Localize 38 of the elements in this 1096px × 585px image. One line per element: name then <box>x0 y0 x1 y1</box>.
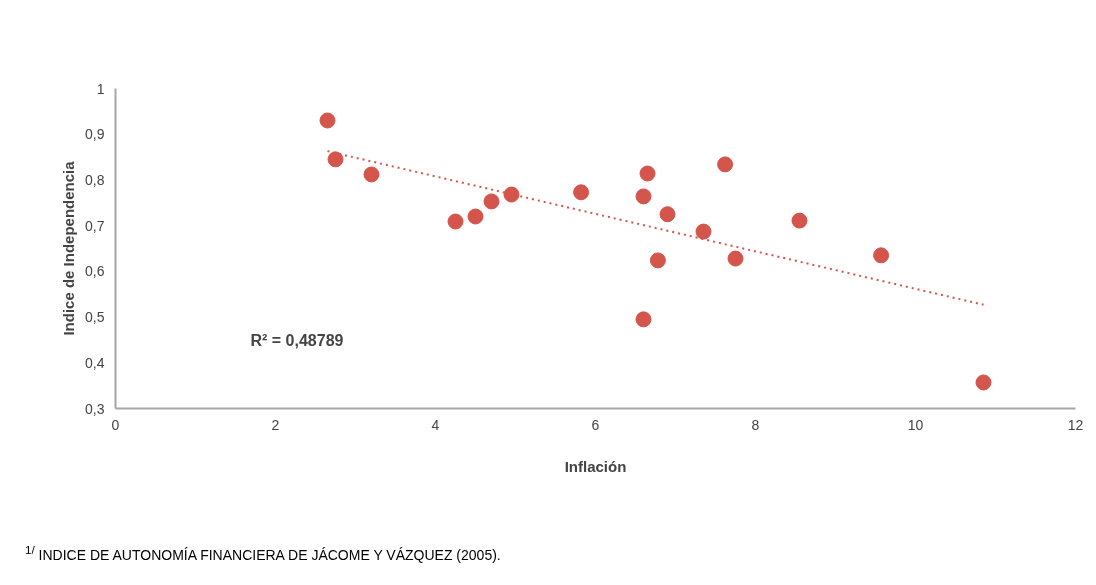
point <box>635 188 652 205</box>
text: $^{1/}$ INDICE DE AUTONOMÍA FINANCIERA DE JÁCOME Y VÁZQUEZ (2005). <box>25 542 501 565</box>
x-tick-label: 2 <box>271 416 280 433</box>
point <box>639 165 656 182</box>
point <box>573 184 590 201</box>
annotation: R² = 0,48789 <box>250 331 344 349</box>
x-tick-label: 10 <box>907 416 924 433</box>
point <box>447 213 464 230</box>
y-tick-label: 0,3 <box>85 400 105 417</box>
y-tick-label: 0,8 <box>85 171 105 188</box>
y-axis-title: Indice de Independencia <box>60 160 78 336</box>
y-tick-label: 0,5 <box>85 309 105 326</box>
point <box>363 166 380 183</box>
point <box>327 151 344 168</box>
y-tick-label: 1 <box>96 80 105 97</box>
point <box>873 247 890 264</box>
y-tick-label: 0,9 <box>85 126 105 143</box>
x-tick-label: 4 <box>431 416 440 433</box>
point <box>695 223 712 240</box>
point <box>649 252 666 269</box>
point <box>483 193 500 210</box>
x-axis-title: Inflación <box>564 457 627 475</box>
point <box>319 112 336 129</box>
point <box>791 212 808 229</box>
point <box>503 186 520 203</box>
x-tick-label: 6 <box>591 416 600 433</box>
point <box>467 208 484 225</box>
point <box>635 311 652 328</box>
point <box>717 156 734 173</box>
y-tick-label: 0,7 <box>85 217 105 234</box>
point <box>727 250 744 267</box>
y-tick-label: 0,4 <box>85 354 105 371</box>
x-tick-label: 8 <box>751 416 760 433</box>
x-tick-label: 12 <box>1067 416 1084 433</box>
x-tick-label: 0 <box>111 416 120 433</box>
point <box>659 206 676 223</box>
y-tick-label: 0,6 <box>85 263 105 280</box>
point <box>975 374 992 391</box>
